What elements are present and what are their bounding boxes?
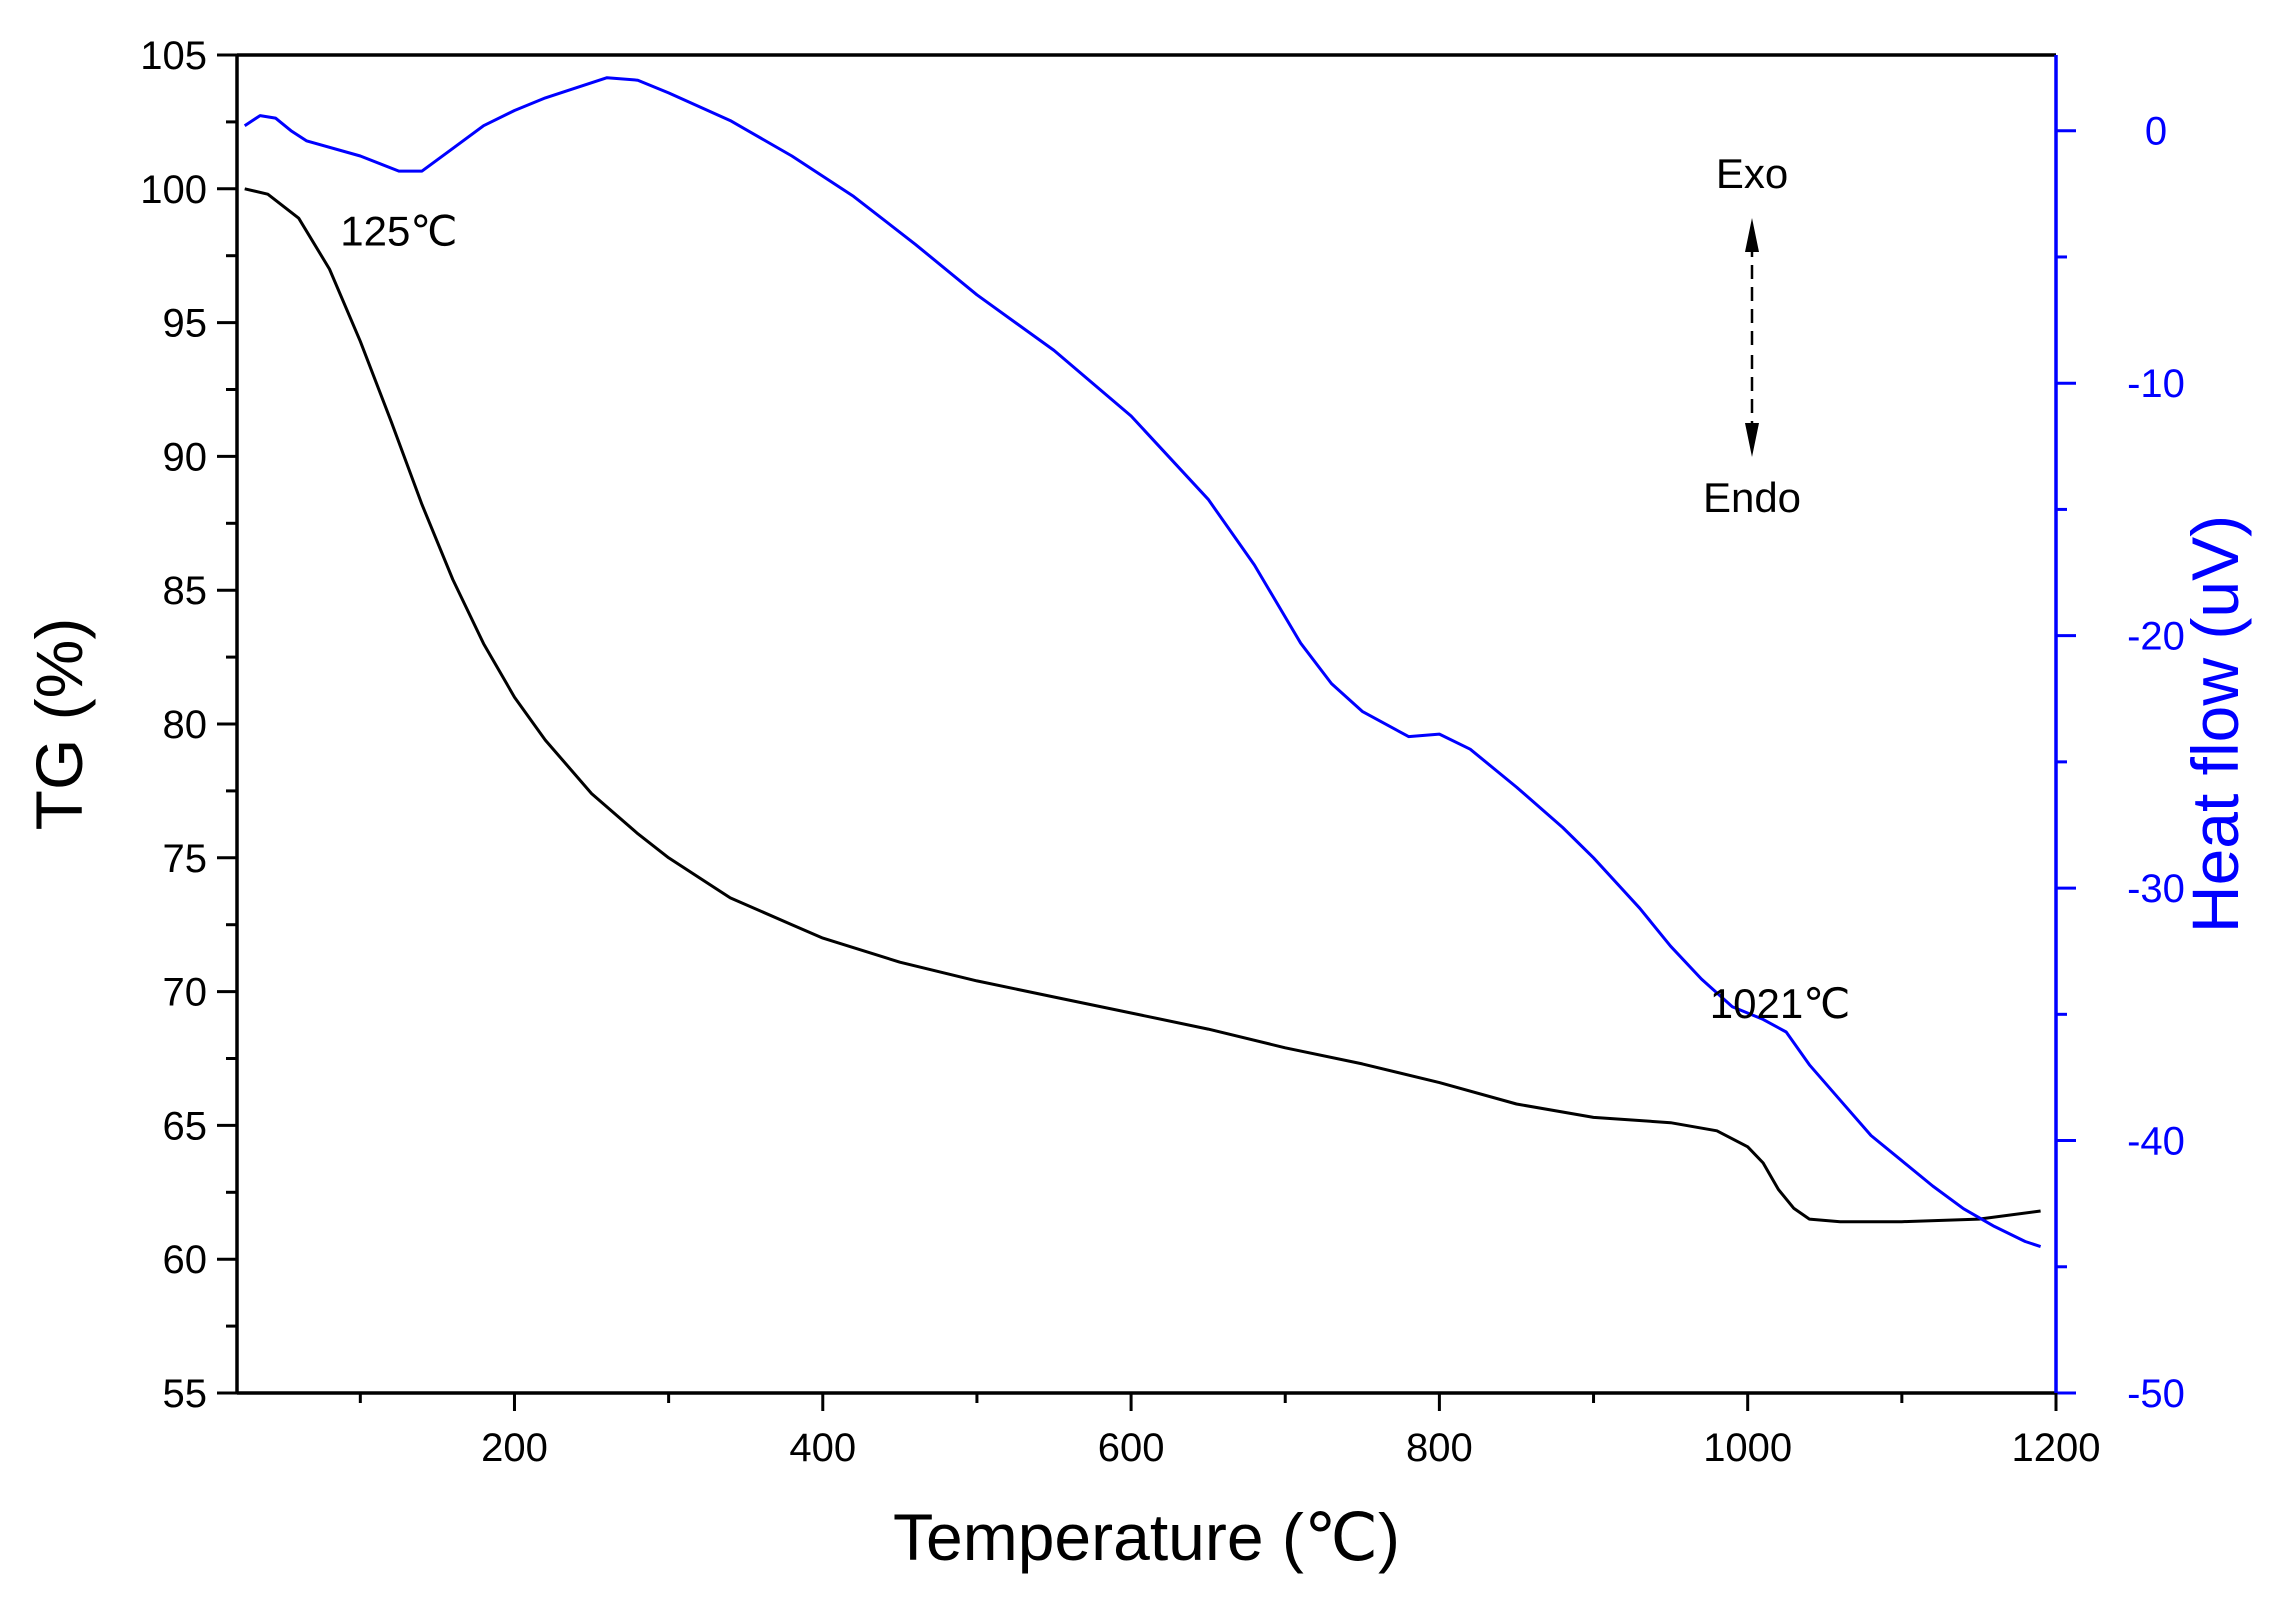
left-tick-label: 60 [163, 1238, 208, 1282]
right-tick-label: 0 [2145, 110, 2167, 154]
series-line-tg [244, 187, 2041, 1224]
right-tick-label: -10 [2127, 362, 2185, 406]
temperature-annotation: 125℃ [340, 208, 457, 255]
x-tick-label: 400 [789, 1426, 856, 1470]
exo-arrowhead-icon [1745, 218, 1759, 252]
left-tick-label: 90 [163, 435, 208, 479]
left-tick-label: 105 [140, 34, 207, 78]
left-tick-label: 80 [163, 703, 208, 747]
left-tick-label: 65 [163, 1104, 208, 1148]
series-line-heat-flow [243, 76, 2042, 1249]
left-tick-label: 55 [163, 1372, 208, 1416]
plot-frame [235, 53, 2058, 1395]
x-tick-label: 1000 [1703, 1426, 1792, 1470]
x-tick-label: 1200 [2012, 1426, 2101, 1470]
left-tick-label: 75 [163, 837, 208, 881]
left-tick-label: 100 [140, 168, 207, 212]
exo-label: Exo [1716, 150, 1788, 197]
x-tick-label: 800 [1406, 1426, 1473, 1470]
left-tick-label: 95 [163, 302, 208, 346]
right-y-axis: -50 -40 -30 -20 -10 0 [2056, 110, 2185, 1416]
right-tick-label: -40 [2127, 1120, 2185, 1164]
right-tick-label: -30 [2127, 867, 2185, 911]
series-layer [243, 76, 2042, 1249]
left-tick-label: 70 [163, 971, 208, 1015]
right-y-axis-title: Heat flow (uV) [2178, 515, 2252, 933]
right-tick-label: -20 [2127, 615, 2185, 659]
left-y-axis: 55 60 65 70 75 80 85 90 95 100 105 [140, 34, 237, 1416]
temperature-annotation: 1021℃ [1710, 980, 1851, 1027]
left-y-axis-title: TG (%) [22, 618, 96, 831]
x-axis-title: Temperature (℃) [893, 1500, 1400, 1574]
endo-label: Endo [1703, 474, 1801, 521]
x-tick-label: 600 [1098, 1426, 1165, 1470]
x-tick-label: 200 [481, 1426, 548, 1470]
endo-arrowhead-icon [1745, 423, 1759, 457]
left-tick-label: 85 [163, 569, 208, 613]
right-tick-label: -50 [2127, 1372, 2185, 1416]
x-axis: 200 400 600 800 1000 1200 [358, 1393, 2101, 1470]
annotation-layer: Exo Endo 125℃ 1021℃ [340, 150, 1850, 1027]
